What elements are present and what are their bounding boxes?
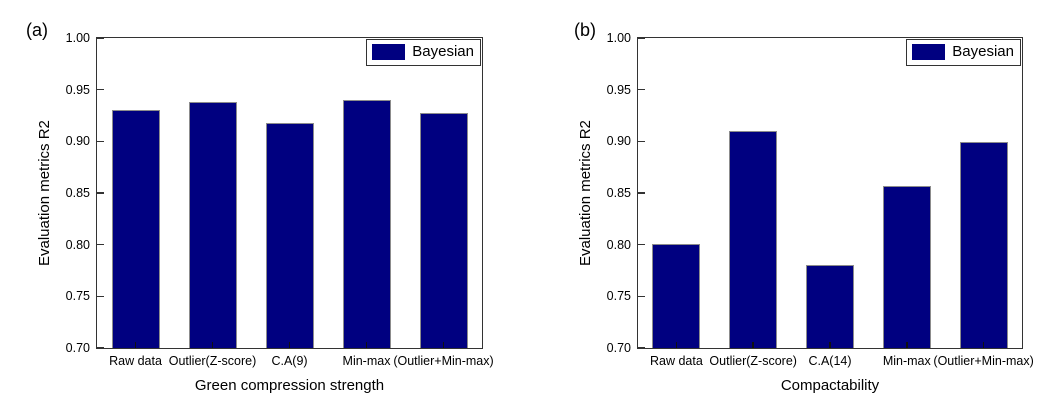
y-tick-label: 0.85 xyxy=(606,186,631,200)
plot-area: Bayesian 0.70 0.75 0.80 0.85 0.90 0.95 1.00 Raw… xyxy=(607,31,1034,368)
x-tick-mark xyxy=(211,342,214,348)
y-tick-label: 0.90 xyxy=(606,134,631,149)
y-tick-mark xyxy=(97,295,104,298)
x-tick-label: Raw data xyxy=(109,354,162,368)
legend-label: Bayesian xyxy=(412,43,474,60)
y-tick-mark xyxy=(97,140,104,143)
y-tick-mark xyxy=(638,37,645,39)
y-tick-mark xyxy=(97,37,104,39)
panel-label-a: (a) xyxy=(26,20,48,40)
y-tick-label: 1.00 xyxy=(606,31,631,45)
x-tick-mark xyxy=(365,342,368,348)
y-tick-label: 0.80 xyxy=(606,237,631,252)
y-tick-label: 0.75 xyxy=(606,289,631,304)
bar-min-max xyxy=(882,185,931,348)
y-axis-title: Evaluation metrics R2 xyxy=(36,120,53,266)
x-tick-mark xyxy=(288,342,291,348)
y-tick-label: 0.95 xyxy=(606,82,631,97)
y-tick-mark xyxy=(97,243,104,246)
bar-raw-data xyxy=(652,243,701,348)
y-tick-mark xyxy=(97,88,104,91)
x-tick-mark xyxy=(829,342,831,348)
x-tick-label: Min-max xyxy=(342,354,391,368)
legend-label: Bayesian xyxy=(952,43,1014,60)
y-tick-label: 0.80 xyxy=(65,237,90,252)
legend: Bayesian xyxy=(366,39,481,66)
legend: Bayesian xyxy=(906,39,1021,66)
x-tick-label: Min-max xyxy=(882,354,931,368)
x-tick-label: C.A(9) xyxy=(271,354,308,368)
y-tick-mark xyxy=(638,243,645,246)
y-tick-mark xyxy=(638,347,645,349)
bar-outlier-z-score- xyxy=(729,131,778,348)
x-tick-mark xyxy=(134,342,137,348)
y-tick-label: 0.75 xyxy=(65,289,90,304)
bar--outlier-min-max- xyxy=(419,113,468,348)
x-tick-label: C.A(14) xyxy=(808,354,852,368)
y-tick-mark xyxy=(97,347,104,349)
bar-min-max xyxy=(342,100,391,348)
y-tick-label: 1.00 xyxy=(65,31,90,45)
x-tick-label: (Outlier+Min-max) xyxy=(393,354,494,368)
panel-label-b: (b) xyxy=(574,20,596,40)
y-tick-mark xyxy=(638,192,645,194)
y-tick-label: 0.70 xyxy=(65,341,90,355)
x-tick-label: (Outlier+Min-max) xyxy=(933,354,1034,368)
x-tick-mark xyxy=(906,342,908,348)
y-tick-mark xyxy=(638,140,645,143)
x-axis-title: Green compression strength xyxy=(194,377,385,394)
y-axis-title: Evaluation metrics R2 xyxy=(577,120,594,266)
bar-raw-data xyxy=(111,110,160,348)
x-tick-label: Outlier(Z-score) xyxy=(168,354,257,368)
x-tick-mark xyxy=(982,342,985,348)
y-tick-mark xyxy=(638,295,645,298)
x-tick-label: Outlier(Z-score) xyxy=(709,354,797,368)
x-tick-label: Raw data xyxy=(649,354,703,368)
x-tick-mark xyxy=(675,342,678,348)
legend-swatch-bayesian xyxy=(912,44,946,61)
y-tick-label: 0.90 xyxy=(65,134,90,149)
y-tick-label: 0.70 xyxy=(606,341,631,355)
y-tick-label: 0.95 xyxy=(65,82,90,97)
y-tick-mark xyxy=(638,88,645,91)
bar-outlier-z-score- xyxy=(188,102,237,348)
y-tick-label: 0.85 xyxy=(65,186,90,200)
x-tick-mark xyxy=(752,342,754,348)
bar-c-a-14- xyxy=(806,265,854,348)
bar--outlier-min-max- xyxy=(959,142,1008,348)
x-tick-mark xyxy=(442,342,445,348)
x-axis-title: Compactability xyxy=(780,377,880,394)
legend-swatch-bayesian xyxy=(372,44,406,61)
y-tick-mark xyxy=(97,192,104,194)
plot-area: Bayesian 0.70 0.75 0.80 0.85 0.90 0.95 1.00 Raw… xyxy=(66,31,494,368)
bar-c-a-9- xyxy=(265,122,314,348)
